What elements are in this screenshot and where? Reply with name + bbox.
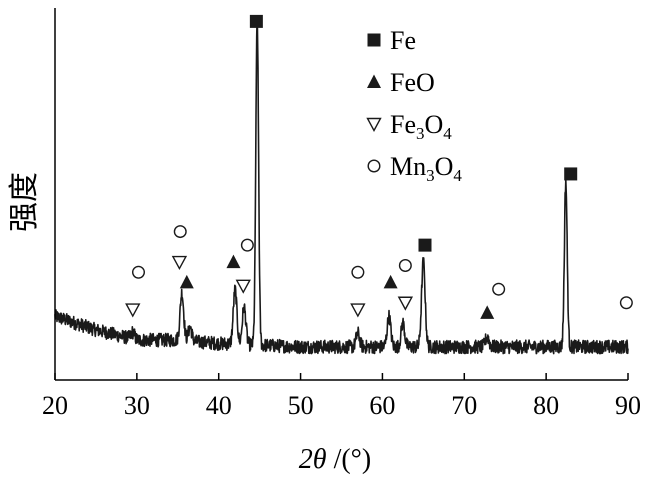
phase-marker-hollow-circle bbox=[619, 296, 633, 310]
y-axis-label: 强度 bbox=[7, 172, 42, 232]
x-tick-label: 60 bbox=[369, 391, 395, 420]
phase-marker-filled-square bbox=[564, 167, 578, 181]
phase-marker-hollow-down-triangle bbox=[171, 255, 188, 271]
legend-entry: Fe bbox=[367, 26, 416, 55]
phase-marker-filled-triangle bbox=[383, 274, 398, 289]
axes bbox=[54, 8, 628, 381]
phase-marker-hollow-circle bbox=[492, 282, 506, 296]
legend-entry: FeO bbox=[367, 68, 435, 97]
phase-marker-hollow-circle bbox=[351, 265, 365, 279]
phase-marker-hollow-down-triangle bbox=[125, 303, 141, 318]
x-tick-label: 90 bbox=[615, 391, 641, 420]
x-tick-label: 80 bbox=[533, 391, 559, 420]
x-tick-label: 30 bbox=[124, 391, 150, 420]
legend-entry: Fe3O4 bbox=[366, 110, 452, 143]
x-axis-label: 2θ /(°) bbox=[299, 444, 371, 475]
x-tick-label: 40 bbox=[206, 391, 232, 420]
phase-marker-hollow-down-triangle bbox=[350, 303, 366, 318]
phase-marker-hollow-circle bbox=[398, 258, 412, 272]
legend-entry: Mn3O4 bbox=[367, 152, 462, 185]
phase-marker-hollow-circle bbox=[173, 225, 187, 239]
legend-label: Fe bbox=[390, 26, 416, 55]
phase-markers bbox=[125, 14, 633, 319]
x-tick-label: 70 bbox=[451, 391, 477, 420]
legend: Fe FeO Fe3O4 Mn3O4 bbox=[366, 26, 462, 185]
legend-marker-hollow-down-triangle bbox=[366, 117, 382, 132]
phase-marker-filled-triangle bbox=[480, 305, 495, 319]
phase-marker-filled-triangle bbox=[226, 254, 241, 269]
phase-marker-hollow-down-triangle bbox=[235, 279, 251, 294]
phase-marker-filled-triangle bbox=[179, 274, 194, 289]
phase-marker-hollow-circle bbox=[131, 265, 145, 279]
x-tick-label: 20 bbox=[42, 391, 68, 420]
plot-area bbox=[54, 21, 629, 355]
phase-marker-hollow-circle bbox=[240, 238, 254, 252]
legend-label: FeO bbox=[390, 68, 435, 97]
phase-marker-hollow-down-triangle bbox=[397, 296, 414, 311]
legend-marker-filled-triangle bbox=[367, 74, 381, 88]
legend-label: Fe3O4 bbox=[390, 110, 452, 143]
legend-marker-filled-square bbox=[367, 33, 381, 47]
x-axis-ticks: 20 30 40 50 60 70 80 90 bbox=[42, 373, 641, 420]
legend-marker-hollow-circle bbox=[367, 159, 381, 173]
phase-marker-filled-square bbox=[249, 14, 263, 28]
legend-label: Mn3O4 bbox=[390, 152, 462, 185]
x-tick-label: 50 bbox=[288, 391, 314, 420]
phase-marker-filled-square bbox=[418, 238, 432, 252]
xrd-series-line bbox=[54, 21, 629, 355]
